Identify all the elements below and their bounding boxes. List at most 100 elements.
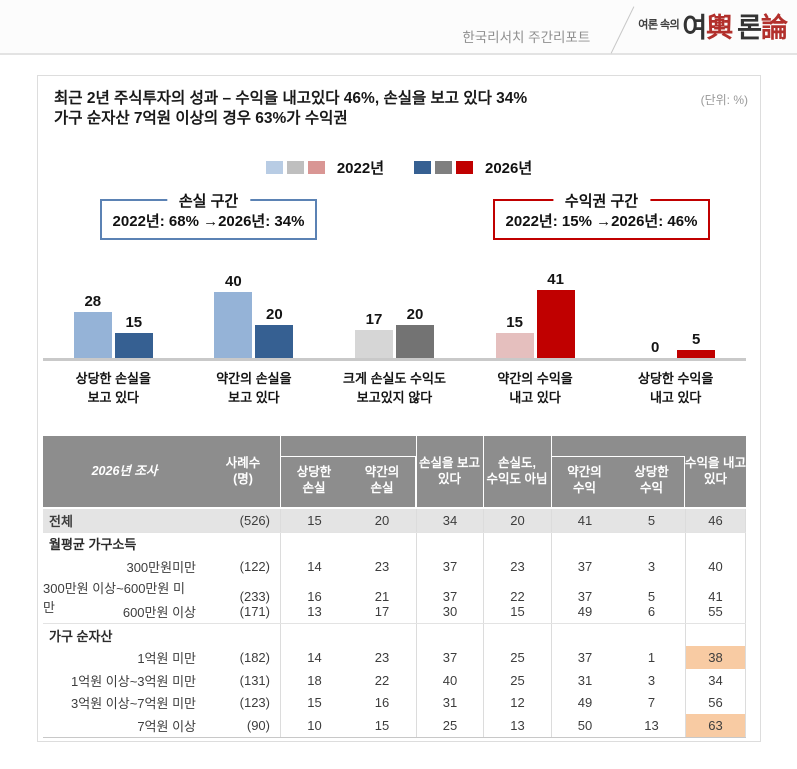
value-cell: 30 xyxy=(416,600,483,623)
value-cell: 31 xyxy=(416,691,483,715)
row-label: 1억원 이상~3억원 미만 xyxy=(71,673,196,689)
legend-label: 2026년 xyxy=(485,159,533,177)
table-row: 1억원 미만 (182) 14 23 37 25 37 1 38 xyxy=(43,646,746,670)
value-cell: 13 xyxy=(644,718,659,734)
value-cell: 50 xyxy=(551,714,618,737)
callout-title: 손실 구간 xyxy=(166,189,251,211)
value-cell: 12 xyxy=(483,691,551,715)
logo-hanja-char: 輿 xyxy=(706,13,733,43)
value-cell xyxy=(280,532,348,556)
sample-size: (122) xyxy=(239,558,270,574)
bar-value-label: 15 xyxy=(125,314,143,332)
category-label: 상당한 수익을 내고 있다 xyxy=(637,370,714,406)
logo-wordmark: 여輿 론論 xyxy=(682,13,788,44)
bar-group: 40 20 xyxy=(184,274,325,358)
row-label: 300만원 이상~600만원 미만 xyxy=(43,580,185,615)
title-block: 최근 2년 주식투자의 성과 – 수익을 내고있다 46%, 손실을 보고 있다… xyxy=(38,76,760,130)
header-group-box xyxy=(280,455,416,507)
value-cell: 56 xyxy=(685,691,746,715)
value-cell: 15 xyxy=(280,508,348,532)
bar-value-label: 17 xyxy=(365,310,383,328)
table-header-cell: 수익을 내고 있다 xyxy=(685,456,746,487)
table-header-cell: 2026년 조사 xyxy=(91,464,158,479)
table-row: 7억원 이상 (90) 10 15 25 13 50 13 63 xyxy=(43,714,746,737)
header-group-box xyxy=(551,455,685,507)
bar xyxy=(677,349,716,358)
bar-value-label: 20 xyxy=(406,305,424,323)
value-cell xyxy=(551,532,618,556)
bar-group: 17 20 xyxy=(324,307,465,358)
chart-categories: 상당한 손실을 보고 있다 약간의 손실을 보고 있다 크게 손실도 수익도 보고있지 않… xyxy=(43,369,746,408)
logo-prefix: 여론 속의 xyxy=(638,19,680,31)
table-row: 600만원 이상 (171) 13 17 30 15 49 6 55 xyxy=(43,600,746,623)
logo-hangul-char: 론 xyxy=(737,13,762,43)
bar-column: 40 xyxy=(214,274,253,358)
bar-value-label: 0 xyxy=(651,338,660,356)
value-cell xyxy=(618,533,685,556)
value-cell: 55 xyxy=(685,600,746,623)
value-cell: 22 xyxy=(374,672,390,688)
bar-value-label: 41 xyxy=(547,271,564,289)
topbar: 한국리서치 주간리포트 여론 속의 여輿 론論 xyxy=(0,0,797,55)
value-cell xyxy=(348,533,416,556)
value-cell: 46 xyxy=(685,508,746,532)
legend-swatch xyxy=(456,160,473,174)
value-cell xyxy=(416,532,483,556)
bar-column: 41 xyxy=(536,271,575,358)
value-cell: 25 xyxy=(483,669,551,692)
bar xyxy=(255,324,294,358)
legend-swatch xyxy=(265,160,283,174)
value-cell: 16 xyxy=(374,695,390,711)
value-cell: 15 xyxy=(374,718,390,734)
bar xyxy=(495,333,534,358)
logo: 여론 속의 여輿 론論 xyxy=(638,13,788,44)
table-header-cell: 손실을 보고 있다 xyxy=(419,456,480,487)
bar-column: 15 xyxy=(495,315,534,358)
value-cell: 14 xyxy=(280,646,348,670)
row-label: 가구 순자산 xyxy=(49,628,113,644)
table-header-cell: 손실도, 수익도 아님 xyxy=(486,456,548,487)
logo-hangul-char: 여 xyxy=(682,13,707,43)
row-label: 3억원 이상~7억원 미만 xyxy=(71,696,196,712)
bar-column: 20 xyxy=(255,307,294,358)
legend-swatch xyxy=(435,160,452,174)
report-title: 한국리서치 주간리포트 xyxy=(462,30,591,45)
table-body: 전체 (526) 15 20 34 20 41 5 46 월평균 가구소득 300만원미만 (122)… xyxy=(43,508,746,738)
table-row: 3억원 이상~7억원 미만 (123) 15 16 31 12 49 7 56 xyxy=(43,691,746,715)
value-cell: 17 xyxy=(374,604,390,620)
value-cell: 40 xyxy=(685,555,746,578)
table-header-cell: 약간의 수익 xyxy=(567,465,602,496)
legend-group: 2022년 xyxy=(265,157,384,178)
callouts-row: 손실 구간 2022년: 68% →2026년: 34% 수익권 구간 2022년: … xyxy=(100,189,710,240)
value-cell: 37 xyxy=(551,646,618,670)
value-cell: 3 xyxy=(647,558,656,574)
sample-size xyxy=(206,624,280,647)
callout-text: 2022년: 15% →2026년: 46% xyxy=(505,212,698,230)
bar-column: 28 xyxy=(73,294,112,358)
bar xyxy=(214,291,253,358)
results-table: 2026년 조사 사례수 (명) 상당한 손실 약간의 손실 손실을 보고 있다 손실도, 수익도 … xyxy=(43,435,746,738)
value-cell: 31 xyxy=(551,669,618,692)
legend-swatch xyxy=(286,160,304,174)
report-card: (단위: %) 최근 2년 주식투자의 성과 – 수익을 내고있다 46%, 손… xyxy=(37,75,761,742)
bar-group: 15 41 xyxy=(465,272,606,358)
sample-size: (233) xyxy=(239,589,270,605)
value-cell xyxy=(483,623,551,647)
value-cell: 13 xyxy=(483,714,551,737)
value-cell: 14 xyxy=(280,555,348,578)
table-header-cell: 약간의 손실 xyxy=(364,465,400,496)
value-cell: 20 xyxy=(374,512,390,528)
value-cell xyxy=(280,623,348,647)
page-subtitle: 가구 순자산 7억원 이상의 경우 63%가 수익권 xyxy=(54,110,348,128)
bar-chart: 28 15 40 20 17 20 15 41 0 5 상당한 손실을 보고 있다 약간의 손실을 보고… xyxy=(43,266,746,408)
value-cell: 10 xyxy=(280,714,348,737)
table-header-cell: 사례수 (명) xyxy=(225,456,261,487)
legend-swatch xyxy=(414,160,431,174)
highlighted-value-cell: 38 xyxy=(685,646,746,670)
value-cell: 49 xyxy=(551,691,618,715)
value-cell: 3 xyxy=(647,672,656,688)
category-label: 크게 손실도 수익도 보고있지 않다 xyxy=(343,370,446,406)
bar-column: 0 xyxy=(636,340,674,358)
table-header-cell: 상당한 손실 xyxy=(296,465,332,496)
